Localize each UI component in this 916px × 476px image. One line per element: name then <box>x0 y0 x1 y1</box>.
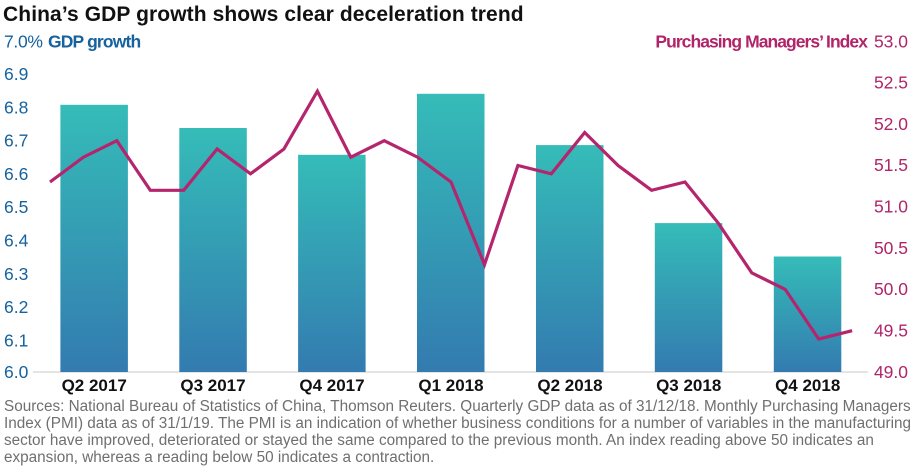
svg-text:sector have improved, deterior: sector have improved, deteriorated or st… <box>4 432 874 449</box>
svg-text:6.3: 6.3 <box>4 264 28 284</box>
svg-text:China’s GDP growth shows clear: China’s GDP growth shows clear decelerat… <box>3 3 524 26</box>
svg-text:6.7: 6.7 <box>4 131 28 151</box>
svg-text:Q4 2018: Q4 2018 <box>775 376 840 395</box>
svg-text:6.9: 6.9 <box>4 64 28 84</box>
svg-text:Q2 2017: Q2 2017 <box>62 376 127 395</box>
svg-text:51.5: 51.5 <box>874 155 908 175</box>
svg-text:Q3 2018: Q3 2018 <box>656 376 721 395</box>
svg-text:6.0: 6.0 <box>4 362 29 382</box>
svg-text:Q4 2017: Q4 2017 <box>299 376 364 395</box>
svg-text:Sources: National Bureau of St: Sources: National Bureau of Statistics o… <box>4 398 911 415</box>
svg-text:49.5: 49.5 <box>874 320 908 340</box>
svg-text:Purchasing Managers’ Index: Purchasing Managers’ Index <box>655 32 868 52</box>
svg-text:Q2 2018: Q2 2018 <box>537 376 602 395</box>
svg-text:6.4: 6.4 <box>4 231 29 251</box>
svg-text:52.0: 52.0 <box>874 114 908 134</box>
svg-text:51.0: 51.0 <box>874 197 908 217</box>
svg-text:49.0: 49.0 <box>874 362 908 382</box>
svg-text:6.5: 6.5 <box>4 197 28 217</box>
svg-text:expansion, whereas a reading b: expansion, whereas a reading below 50 in… <box>4 449 434 466</box>
svg-text:6.8: 6.8 <box>4 97 28 117</box>
svg-text:50.5: 50.5 <box>874 238 908 258</box>
svg-text:6.6: 6.6 <box>4 164 28 184</box>
svg-text:52.5: 52.5 <box>874 73 908 93</box>
svg-text:6.2: 6.2 <box>4 297 28 317</box>
svg-text:GDP growth: GDP growth <box>48 32 140 52</box>
svg-text:Index (PMI) data as of 31/1/19: Index (PMI) data as of 31/1/19. The PMI … <box>4 415 911 432</box>
svg-text:7.0%: 7.0% <box>4 32 43 52</box>
svg-text:6.1: 6.1 <box>4 330 28 350</box>
svg-text:53.0: 53.0 <box>874 32 908 52</box>
svg-text:Q1 2018: Q1 2018 <box>418 376 483 395</box>
svg-text:Q3 2017: Q3 2017 <box>180 376 245 395</box>
svg-text:50.0: 50.0 <box>874 279 908 299</box>
